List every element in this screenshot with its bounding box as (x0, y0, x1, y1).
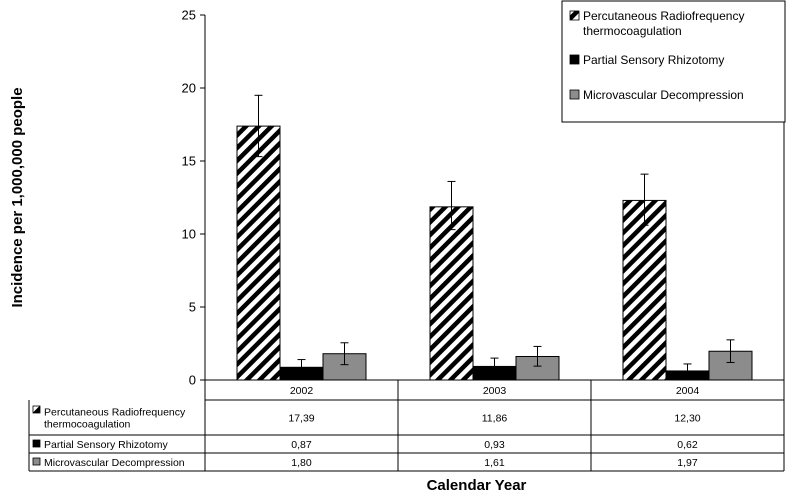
data-label: 17,39 (288, 413, 314, 425)
data-label: 1,80 (291, 457, 312, 469)
bar-1-2004 (622, 199, 667, 381)
y-tick-label: 10 (182, 227, 196, 242)
table-series-label: Percutaneous Radiofrequency (44, 407, 186, 419)
data-label: 0,93 (484, 439, 505, 451)
error-bar (683, 363, 692, 378)
table-series-label: Partial Sensory Rhizotomy (44, 439, 168, 451)
legend-label: Partial Sensory Rhizotomy (583, 53, 724, 67)
error-bar (490, 357, 499, 375)
y-axis-title: Incidence per 1,000,000 people (9, 87, 26, 307)
x-axis-title: Calendar Year (427, 477, 527, 494)
error-bar (297, 359, 306, 375)
bar-1-2003 (429, 206, 474, 381)
y-tick-label: 20 (182, 81, 196, 96)
data-label: 12,30 (674, 413, 700, 425)
data-label: 0,87 (291, 439, 312, 451)
data-label: 1,97 (677, 457, 698, 469)
legend-label: Percutaneous Radiofrequency (583, 9, 744, 23)
table-series-swatch (32, 439, 41, 448)
data-label: 1,61 (484, 457, 505, 469)
y-tick-label: 5 (189, 300, 196, 315)
x-category-label: 2002 (290, 385, 314, 397)
legend-swatch (569, 54, 580, 65)
x-category-label: 2003 (483, 385, 507, 397)
legend-swatch (569, 89, 580, 100)
legend-swatch (569, 10, 580, 21)
table-series-swatch (32, 405, 41, 414)
error-bar (726, 339, 735, 363)
table-series-label: Microvascular Decompression (44, 457, 185, 469)
y-tick-label: 15 (182, 154, 196, 169)
data-label: 0,62 (677, 439, 698, 451)
error-bar (254, 94, 263, 158)
table-series-label: thermocoagulation (44, 419, 131, 431)
legend-label: thermocoagulation (583, 24, 682, 38)
bar-1-2002 (236, 125, 281, 381)
legend-box (561, 0, 786, 123)
error-bar (533, 345, 542, 367)
y-tick-label: 0 (189, 373, 196, 388)
table-series-swatch (32, 457, 41, 466)
y-tick-label: 25 (182, 8, 196, 23)
legend-label: Microvascular Decompression (583, 88, 744, 102)
error-bar (340, 342, 349, 366)
data-label: 11,86 (482, 413, 508, 425)
error-bar (640, 173, 649, 226)
x-category-label: 2004 (676, 385, 700, 397)
error-bar (447, 180, 456, 231)
